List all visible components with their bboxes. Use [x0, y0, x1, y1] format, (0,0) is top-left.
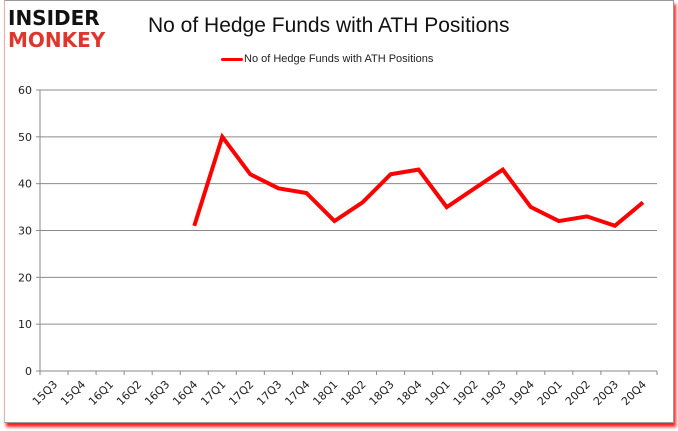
x-tick-label: 20Q3: [591, 378, 621, 408]
x-tick-label: 16Q3: [142, 378, 172, 408]
x-tick-label: 15Q4: [58, 378, 88, 408]
y-tick-label: 20: [18, 271, 32, 284]
chart-frame: [4, 0, 674, 423]
x-tick-label: 17Q3: [254, 378, 284, 408]
logo-line-1: INSIDER: [8, 6, 100, 30]
chart-legend: No of Hedge Funds with ATH Positions: [221, 53, 433, 65]
legend-line-swatch-icon: [221, 57, 243, 61]
y-tick-label: 0: [25, 365, 32, 378]
x-tick-label: 19Q4: [507, 378, 537, 408]
x-tick-label: 19Q2: [451, 378, 481, 408]
x-tick-label: 15Q3: [30, 378, 60, 408]
x-tick-label: 18Q2: [338, 378, 368, 408]
y-tick-label: 50: [18, 131, 32, 144]
x-tick-label: 18Q1: [310, 378, 340, 408]
y-tick-label: 40: [18, 178, 32, 191]
y-tick-label: 30: [18, 225, 32, 238]
x-tick-label: 18Q3: [367, 378, 397, 408]
x-tick-label: 16Q1: [86, 378, 116, 408]
x-tick-label: 18Q4: [395, 378, 425, 408]
y-tick-label: 60: [18, 84, 32, 97]
x-tick-label: 20Q1: [535, 378, 565, 408]
insider-monkey-logo: INSIDER MONKEY: [8, 8, 105, 50]
x-tick-label: 17Q1: [198, 378, 228, 408]
x-tick-label: 20Q4: [619, 378, 649, 408]
x-tick-label: 19Q1: [423, 378, 453, 408]
x-tick-label: 17Q4: [282, 378, 312, 408]
y-tick-label: 10: [18, 318, 32, 331]
legend-label: No of Hedge Funds with ATH Positions: [244, 53, 434, 65]
x-tick-label: 16Q2: [114, 378, 144, 408]
x-tick-label: 20Q2: [563, 378, 593, 408]
series-line: [192, 132, 645, 229]
logo-line-2: MONKEY: [8, 28, 106, 52]
x-tick-label: 17Q2: [226, 378, 256, 408]
chart-title: No of Hedge Funds with ATH Positions: [148, 14, 510, 37]
x-tick-label: 19Q3: [479, 378, 509, 408]
x-tick-label: 16Q4: [170, 378, 200, 408]
